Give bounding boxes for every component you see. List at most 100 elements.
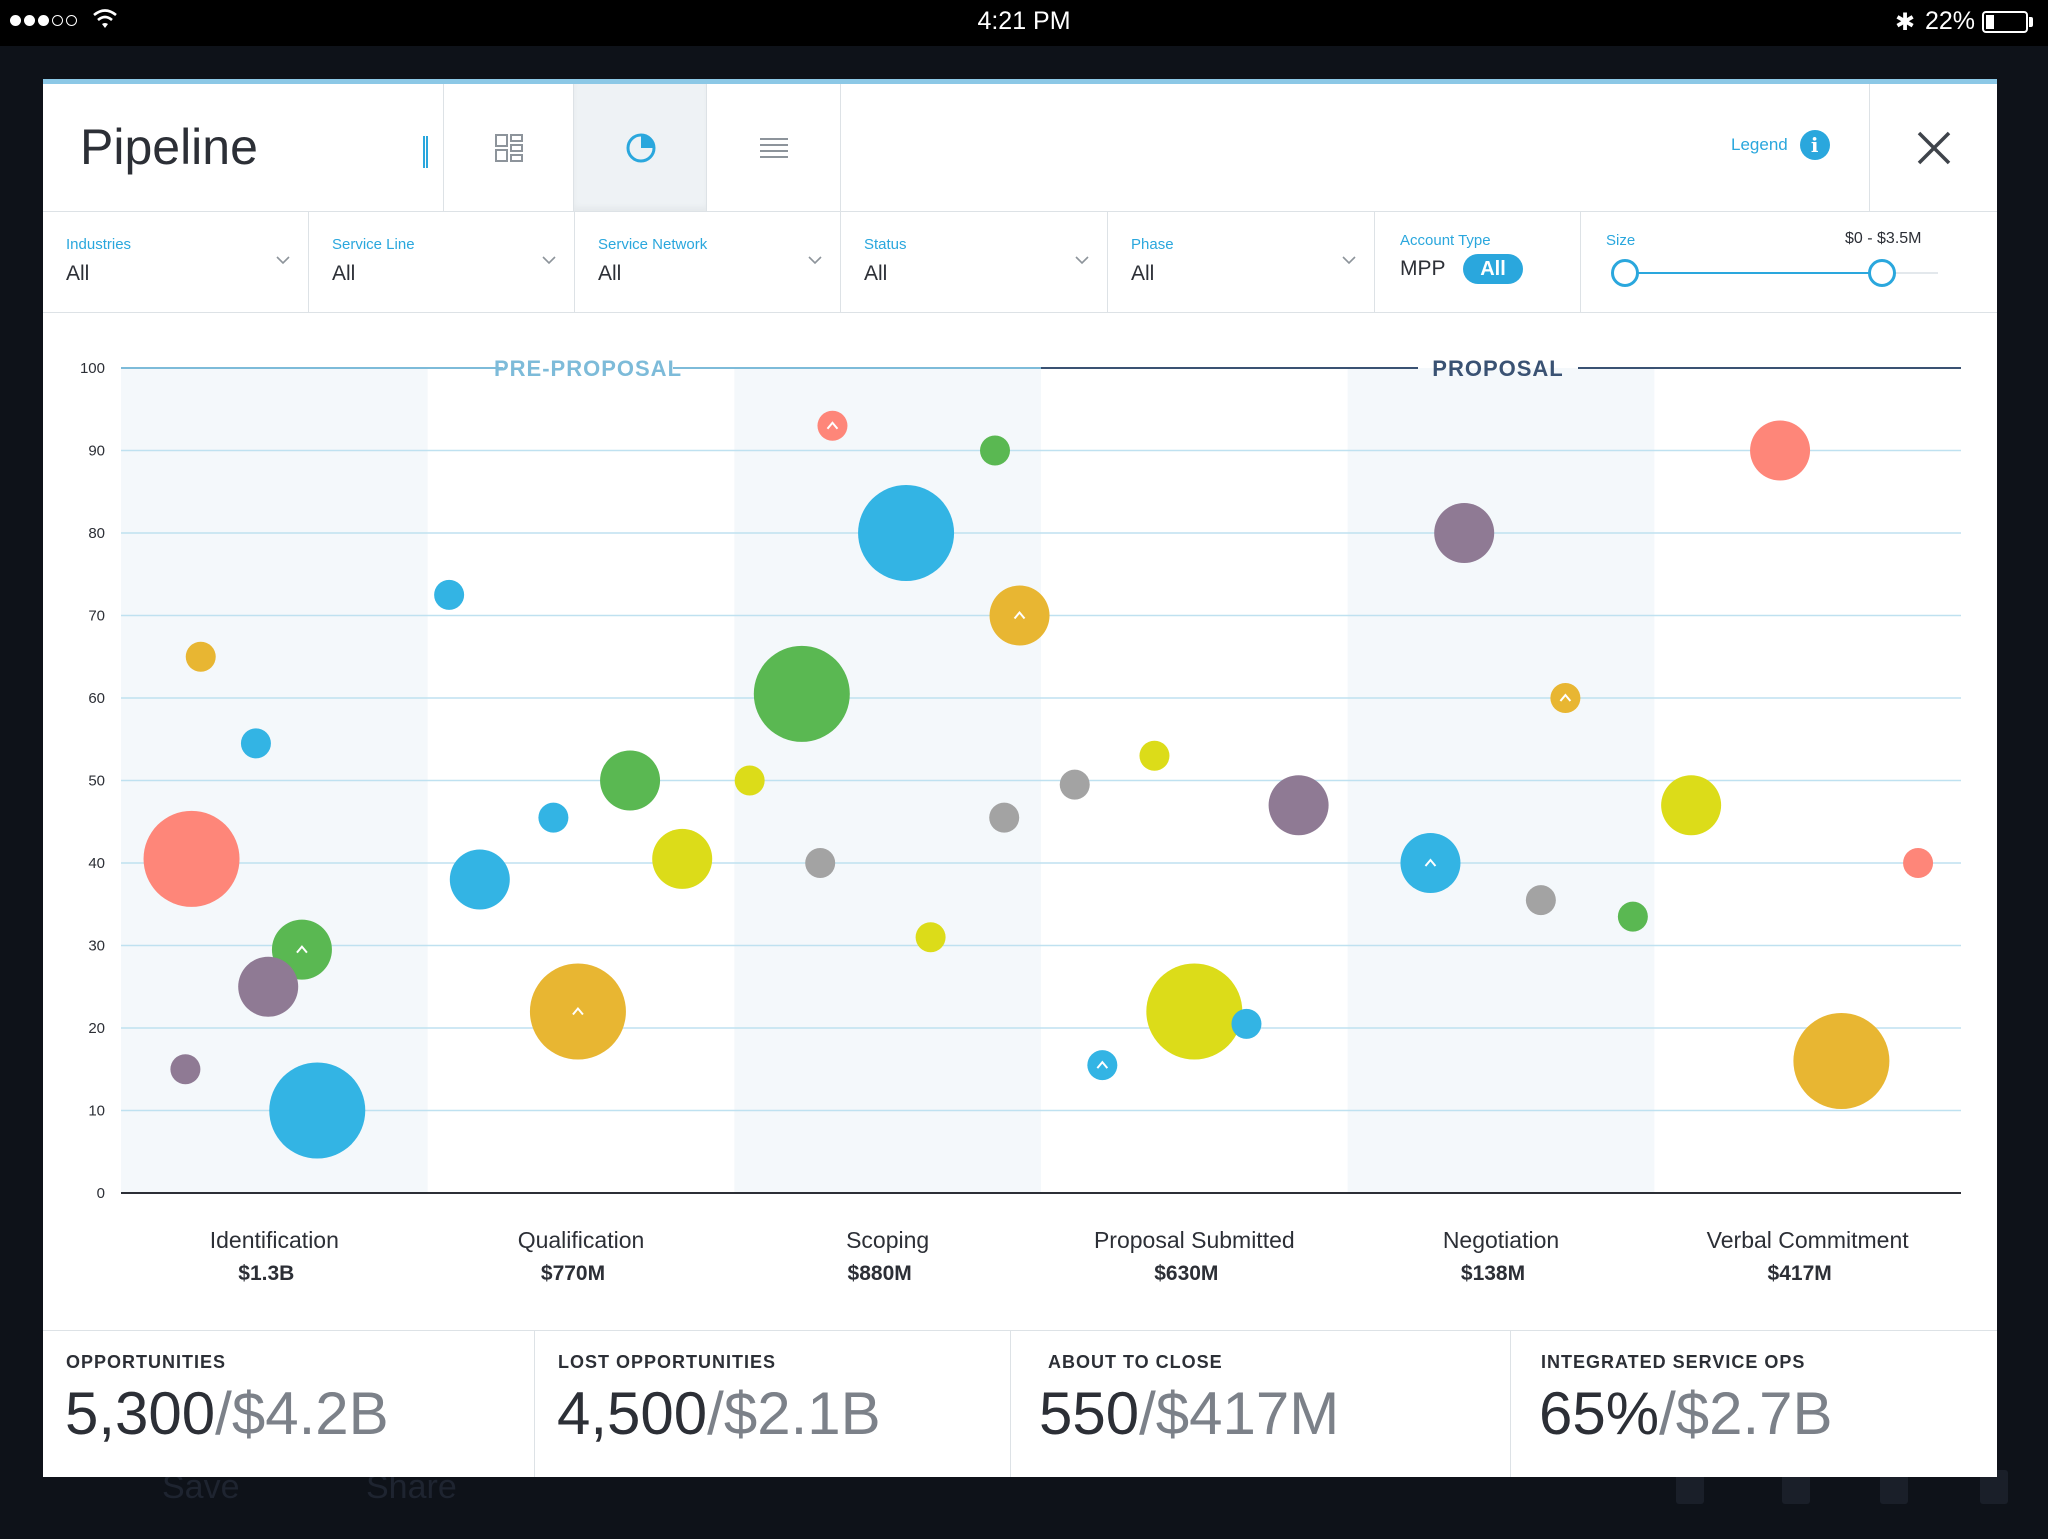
close-button[interactable] [1869, 84, 1997, 211]
stat-value: 65%/$2.7B [1539, 1379, 1833, 1448]
phase-filter[interactable]: Phase All [1108, 212, 1375, 312]
stage-total: $138M [1461, 1262, 1525, 1285]
service-network-filter[interactable]: Service Network All [575, 212, 841, 312]
bubble-blue [1231, 1008, 1262, 1039]
battery-percent: 22% [1925, 7, 1976, 35]
wifi-icon [93, 9, 117, 28]
y-tick-label: 100 [80, 360, 105, 377]
bubble-gray [805, 848, 836, 878]
bubble-yellow [529, 963, 626, 1060]
bubble-yellow [185, 641, 216, 672]
y-tick-label: 0 [97, 1185, 105, 1202]
filter-label: Account Type [1400, 232, 1491, 249]
filter-label: Size [1606, 232, 1636, 249]
stat-amount: $2.7B [1675, 1380, 1833, 1447]
stat-about-to-close[interactable]: ABOUT TO CLOSE 550/$417M [1011, 1331, 1511, 1477]
stat-value: 5,300/$4.2B [65, 1379, 389, 1448]
list-view-button[interactable] [706, 84, 841, 211]
battery-icon [1982, 11, 2028, 33]
grid-view-icon [495, 133, 523, 162]
stage-total: $770M [541, 1262, 605, 1285]
y-tick-label: 20 [88, 1020, 105, 1037]
stat-value: 550/$417M [1039, 1379, 1339, 1448]
phase-label: PROPOSAL [1432, 356, 1563, 381]
stat-amount: $2.1B [723, 1380, 881, 1447]
stat-integrated-service-ops[interactable]: INTEGRATED SERVICE OPS 65%/$2.7B [1511, 1331, 1997, 1477]
bubble-green [1617, 901, 1648, 932]
bubble-expand-marker [1013, 610, 1026, 620]
stat-label: LOST OPPORTUNITIES [558, 1352, 777, 1372]
stage-name: Identification [210, 1227, 339, 1253]
title-drag-handle[interactable] [423, 136, 428, 168]
stat-amount: $4.2B [231, 1380, 389, 1447]
account-type-mpp-option[interactable]: MPP [1400, 257, 1446, 280]
legend-button[interactable]: Legend i [1731, 130, 1830, 160]
size-range-value: $0 - $3.5M [1845, 230, 1922, 247]
stage-total: $1.3B [238, 1262, 294, 1285]
filter-label: Status [864, 236, 907, 253]
chevron-down-icon [542, 256, 556, 265]
y-tick-label: 30 [88, 938, 105, 955]
bubble-gray [1525, 885, 1556, 916]
pipeline-bubble-chart: 100 90 80 70 60 50 40 30 20 10 0 PRE-PROPOSAL PROPOS… [43, 313, 1997, 1330]
status-filter[interactable]: Status All [841, 212, 1108, 312]
filter-label: Service Line [332, 236, 415, 253]
size-filter: Size $0 - $3.5M [1581, 212, 1997, 312]
filter-bar: Industries All Service Line All Service … [43, 212, 1997, 313]
stage-total: $417M [1768, 1262, 1832, 1285]
pie-view-icon [626, 133, 655, 162]
bubble-red [1750, 420, 1811, 481]
stat-lost-opportunities[interactable]: LOST OPPORTUNITIES 4,500/$2.1B [535, 1331, 1011, 1477]
y-tick-label: 10 [88, 1103, 105, 1120]
bubble-purple [1268, 775, 1329, 836]
stage-name: Negotiation [1443, 1227, 1559, 1253]
bubble-yellow [1550, 683, 1581, 713]
filter-label: Service Network [598, 236, 708, 253]
bubble-red [1903, 848, 1934, 878]
stat-label: INTEGRATED SERVICE OPS [1541, 1352, 1806, 1372]
bubble-lime [734, 765, 765, 796]
battery-tip [2029, 17, 2033, 27]
y-tick-label: 90 [88, 443, 105, 460]
service-line-filter[interactable]: Service Line All [309, 212, 575, 312]
bubble-lime [1139, 740, 1170, 771]
size-slider-max-handle[interactable] [1868, 259, 1896, 287]
stat-separator: / [215, 1380, 232, 1447]
size-slider-track[interactable] [1623, 272, 1880, 274]
filter-value: All [332, 262, 356, 285]
list-view-icon [759, 137, 788, 158]
pie-view-button[interactable] [573, 84, 707, 211]
stage-name: Verbal Commitment [1707, 1227, 1910, 1253]
stat-opportunities[interactable]: OPPORTUNITIES 5,300/$4.2B [43, 1331, 535, 1477]
bubble-red [143, 810, 240, 907]
stat-separator: / [1659, 1380, 1676, 1447]
bubble-blue [1087, 1050, 1118, 1081]
bubble-blue [434, 579, 465, 610]
grid-view-button[interactable] [443, 84, 574, 211]
filter-label: Industries [66, 236, 132, 253]
legend-label: Legend [1731, 135, 1788, 154]
signal-strength-icon [10, 15, 77, 26]
stage-total: $880M [848, 1262, 912, 1285]
y-tick-label: 60 [88, 690, 105, 707]
filter-value: All [1131, 262, 1155, 285]
bubble-blue [538, 802, 569, 833]
bubble-yellow [989, 585, 1050, 646]
size-slider-min-handle[interactable] [1611, 259, 1639, 287]
stat-label: ABOUT TO CLOSE [1048, 1352, 1223, 1372]
bubble-expand-marker [572, 1006, 584, 1016]
bubble-gray [989, 802, 1020, 833]
stat-count: 65% [1539, 1380, 1660, 1447]
industries-filter[interactable]: Industries All [43, 212, 309, 312]
bubble-expand-marker [826, 421, 839, 430]
y-tick-label: 80 [88, 525, 105, 542]
bluetooth-icon: ✱ [1895, 9, 1916, 36]
bubble-lime [1146, 963, 1243, 1060]
bubble-blue [1400, 833, 1461, 893]
stage-total: $630M [1154, 1262, 1218, 1285]
stat-amount: $417M [1155, 1380, 1340, 1447]
stage-name: Scoping [846, 1227, 929, 1253]
account-type-all-toggle[interactable]: All [1463, 254, 1523, 284]
bubble-blue [449, 849, 510, 910]
account-type-filter: Account Type MPP All [1375, 212, 1581, 312]
